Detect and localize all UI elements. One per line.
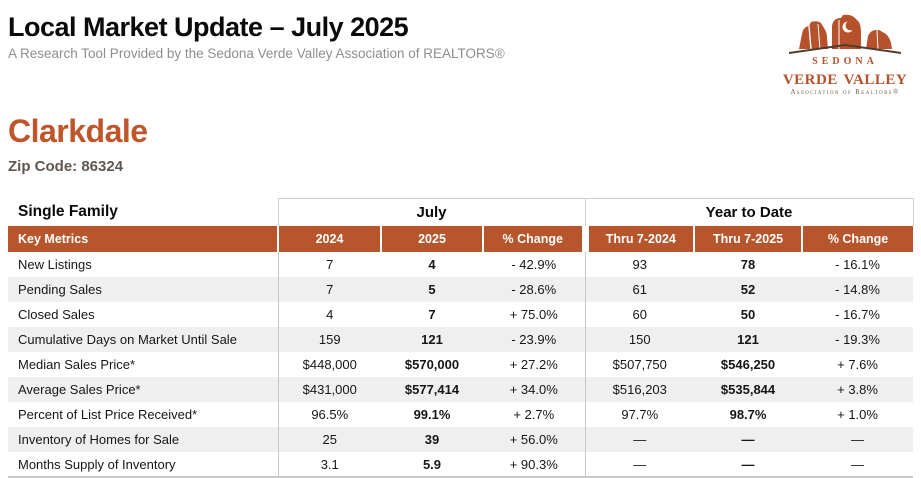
table-row: Closed Sales 4 7 + 75.0% 60 50 - 16.7% <box>8 302 913 328</box>
metric-value: 39 <box>381 427 483 453</box>
metric-value: — <box>802 427 914 453</box>
metric-name: Months Supply of Inventory <box>8 452 278 478</box>
table-row: Cumulative Days on Market Until Sale 159 1… <box>8 327 914 353</box>
metric-value: + 27.2% <box>509 357 558 373</box>
metric-value: 4 <box>428 257 436 273</box>
metric-name: Pending Sales <box>8 277 278 303</box>
metric-value: — <box>802 452 914 478</box>
metric-value: - 16.7% <box>835 307 880 323</box>
title-block: Local Market Update – July 2025 A Resear… <box>8 12 505 61</box>
metric-name: Closed Sales <box>18 307 95 323</box>
group-header-year-to-date: Year to Date <box>584 197 914 227</box>
table-row: Pending Sales 7 5- 28.6% 61 52- 14.8% <box>8 277 914 303</box>
metric-value: 50 <box>740 307 756 323</box>
metric-value: 97.7% <box>584 402 695 428</box>
metric-value: 61 <box>584 277 695 303</box>
column-header-2025: 2025 <box>380 226 483 253</box>
metric-value: 7 <box>277 252 381 278</box>
metric-value: — <box>694 427 803 453</box>
metric-value: + 3.8% <box>802 377 914 403</box>
metric-value: 150 <box>584 327 695 353</box>
metric-value: 5.9 <box>381 452 483 478</box>
location-name: Clarkdale <box>8 112 148 149</box>
metric-value: - 23.9% <box>483 327 586 353</box>
metric-value: + 34.0% <box>483 377 586 403</box>
metric-value: + 1.0% <box>837 407 878 423</box>
metric-value: 5 <box>381 277 483 303</box>
sedona-verde-valley-logo: sedona verde valley Association of Realt… <box>781 12 909 97</box>
metric-value: 3.1 <box>277 452 381 478</box>
column-header-thru-7-2025: Thru 7-2025 <box>693 226 803 253</box>
metric-value: - 19.3% <box>802 327 914 353</box>
table-row: Median Sales Price* $448,000 $570,000 + 27.… <box>8 352 913 378</box>
metric-value: + 75.0% <box>509 307 558 323</box>
metric-name: New Listings <box>18 257 92 273</box>
metric-value: - 16.1% <box>835 257 880 273</box>
metric-value: — <box>584 452 695 478</box>
column-header-2024: 2024 <box>277 226 381 253</box>
group-header-july: July <box>277 197 586 227</box>
metric-value: + 90.3% <box>483 452 586 478</box>
metric-value: 96.5% <box>277 402 381 428</box>
metric-value: — <box>694 452 803 478</box>
table-row: Months Supply of Inventory 3.1 5.9 + 90.3% —… <box>8 452 914 478</box>
metric-value: 7 <box>428 307 436 323</box>
column-header-thru-7-2024: Thru 7-2024 <box>581 226 695 253</box>
report-title: Local Market Update – July 2025 <box>8 12 409 42</box>
metric-value: — <box>584 427 695 453</box>
metric-value: - 28.6% <box>483 277 586 303</box>
market-metrics-table: Single Family July Year to Date Key Metr… <box>8 197 914 478</box>
metric-value: + 2.7% <box>513 407 555 423</box>
metric-value: $516,203 <box>584 377 695 403</box>
metric-value: - 14.8% <box>802 277 914 303</box>
report-subtitle: A Research Tool Provided by the Sedona V… <box>8 46 505 62</box>
metric-value: 159 <box>277 327 381 353</box>
logo-text-verde-valley: verde valley <box>782 65 908 89</box>
section-label: Single Family <box>18 203 118 221</box>
table-row: Percent of List Price Received* 96.5% 99.1… <box>8 402 913 428</box>
metric-value: $577,414 <box>381 377 483 403</box>
table-body: New Listings 7 4- 42.9% 93 78- 16.1% Pending … <box>8 252 914 478</box>
red-rocks-icon <box>789 14 901 54</box>
metric-value: 121 <box>694 327 803 353</box>
metric-value: 52 <box>694 277 803 303</box>
metric-name: Average Sales Price* <box>8 377 278 403</box>
metric-name: Median Sales Price* <box>18 357 136 373</box>
logo-text-sedona: sedona <box>812 53 878 68</box>
metric-value: 121 <box>381 327 483 353</box>
metric-value: + 7.6% <box>837 357 878 373</box>
metric-value: $570,000 <box>404 357 460 373</box>
metric-value: $507,750 <box>584 352 695 378</box>
metric-value: $448,000 <box>277 352 381 378</box>
metric-value: $535,844 <box>694 377 803 403</box>
metric-value: 98.7% <box>729 407 767 423</box>
table-row: Inventory of Homes for Sale 25 39 + 56.0% — —… <box>8 427 914 453</box>
metric-value: 4 <box>277 302 381 328</box>
metric-name: Percent of List Price Received* <box>18 407 198 423</box>
column-header-key-metrics: Key Metrics <box>8 226 278 253</box>
metric-value: 93 <box>584 252 695 278</box>
zip-code-label: Zip Code: 86324 <box>8 157 124 175</box>
metric-value: 25 <box>277 427 381 453</box>
metric-value: 60 <box>584 302 695 328</box>
metric-value: + 56.0% <box>483 427 586 453</box>
metric-value: 7 <box>277 277 381 303</box>
metric-value: 99.1% <box>413 407 451 423</box>
metric-value: 78 <box>740 257 756 273</box>
metric-value: $431,000 <box>277 377 381 403</box>
table-row: Average Sales Price* $431,000 $577,414 + 34… <box>8 377 914 403</box>
column-header-pct-change-july: % Change <box>481 226 586 253</box>
column-header-row: Key Metrics 2024 2025 % Change Thru 7-20… <box>8 226 914 253</box>
metric-name: Inventory of Homes for Sale <box>8 427 278 453</box>
table-row: New Listings 7 4 - 42.9% 93 78 - 16.1% <box>8 252 913 278</box>
logo-text-association: Association of Realtors® <box>790 89 900 96</box>
metric-value: - 42.9% <box>511 257 557 273</box>
column-header-pct-change-ytd: % Change <box>801 226 914 253</box>
metric-name: Cumulative Days on Market Until Sale <box>8 327 278 353</box>
metric-value: $546,250 <box>720 357 776 373</box>
report-header: Local Market Update – July 2025 A Resear… <box>0 0 921 97</box>
group-header-row: Single Family July Year to Date <box>8 197 914 227</box>
